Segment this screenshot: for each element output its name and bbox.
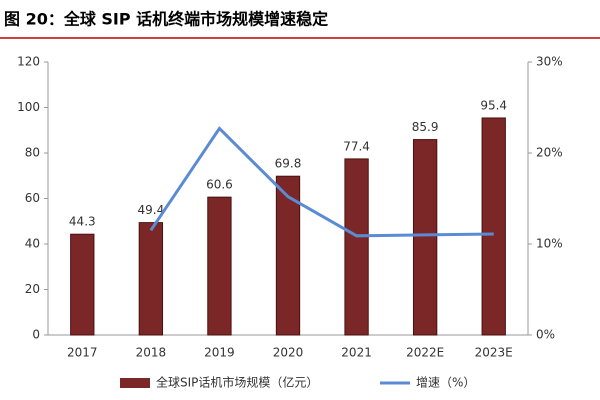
value-label: 95.4 [480,98,507,112]
value-label: 69.8 [275,157,302,171]
value-label: 77.4 [343,139,370,153]
y-tick-label: 60 [25,191,40,205]
bar [481,117,506,336]
x-tick-label: 2017 [67,346,98,360]
y-tick-label: 20 [25,282,40,296]
y-tick-label: 80 [25,146,40,160]
x-tick-label: 2023E [475,346,513,360]
bar [207,196,232,336]
value-label: 60.6 [206,178,233,192]
x-tick-label: 2022E [406,346,444,360]
bar [344,158,369,336]
value-label: 49.4 [137,203,164,217]
y2-tick-label: 30% [536,55,563,69]
y2-tick-label: 20% [536,146,563,160]
bar [412,139,438,336]
x-tick-label: 2021 [341,346,372,360]
x-tick-label: 2018 [136,346,167,360]
growth-line [149,126,494,238]
x-tick-label: 2020 [273,346,304,360]
legend-label: 增速（%） [416,376,475,390]
bar [70,233,95,336]
x-tick-label: 2019 [204,346,235,360]
y-tick-label: 100 [17,100,40,114]
bar [138,222,164,336]
bar [275,175,301,336]
y2-tick-label: 0% [536,328,555,342]
y2-tick-label: 10% [536,237,563,251]
value-label: 85.9 [412,120,439,134]
y-tick-label: 40 [25,237,40,251]
value-label: 44.3 [69,215,96,229]
y-tick-label: 0 [32,328,40,342]
y-tick-label: 120 [17,55,40,69]
legend-swatch [120,378,150,388]
legend-label: 全球SIP话机市场规模（亿元） [156,375,318,390]
chart-title: 图 20：全球 SIP 话机终端市场规模增速稳定 [4,10,328,29]
